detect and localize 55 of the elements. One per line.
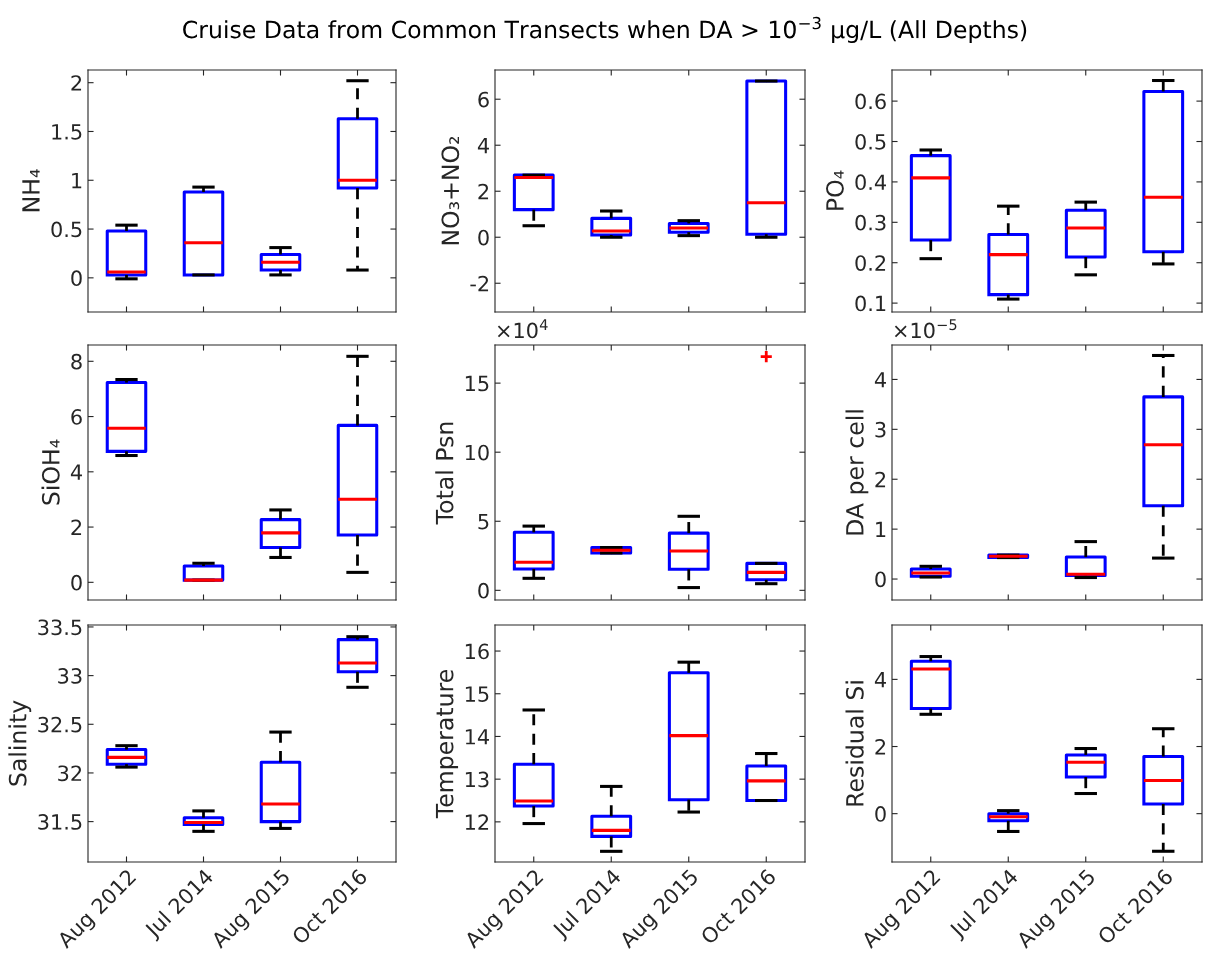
y-tick-label: 2 (875, 471, 886, 488)
y-tick-label: 4 (477, 137, 489, 154)
y-tick-label: 2 (478, 183, 489, 200)
y-axis-title: Temperature (435, 669, 459, 819)
y-axis-title: Residual Si (845, 681, 864, 806)
y-tick-label: 13 (465, 771, 489, 788)
y-tick-label: 1 (876, 521, 886, 538)
y-tick-label: 32.5 (38, 716, 82, 733)
y-tick-label: 16 (465, 643, 489, 660)
y-axis-title: NH₄ (22, 169, 40, 212)
y-tick-label: 2 (875, 738, 886, 755)
y-tick-label: 0.3 (855, 214, 886, 231)
y-tick-label: 5 (478, 513, 489, 530)
y-tick-label: 8 (71, 353, 82, 370)
y-tick-label: 0.5 (855, 133, 886, 150)
y-tick-label: 0 (71, 270, 82, 287)
y-tick-label: 6 (478, 91, 489, 108)
y-tick-label: 0 (478, 229, 489, 246)
text: ×10$^{4}$ (497, 319, 548, 339)
y-tick-label: 10 (465, 444, 489, 461)
text: ×10$^{−5}$ (894, 319, 957, 339)
y-tick-label: 2 (71, 75, 82, 91)
y-axis-title: SiOH₄ (41, 439, 60, 505)
y-tick-label: 33 (58, 668, 82, 684)
y-tick-label: 0 (478, 582, 489, 599)
y-tick-label: 4 (874, 672, 886, 688)
y-tick-label: 0.6 (855, 93, 886, 110)
y-tick-label: 0.4 (855, 174, 886, 191)
text: Cruise Data from Common Transects when DA > 10$^{−3}$ μg/L (All Depths) (183, 16, 1027, 43)
y-axis-title: Total Psn (435, 422, 454, 525)
y-tick-label: 14 (465, 729, 489, 745)
y-tick-label: 0 (875, 806, 886, 822)
y-tick-label: 33.5 (38, 619, 82, 636)
y-tick-label: 12 (465, 814, 489, 830)
y-tick-label: 15 (465, 375, 489, 392)
y-axis-title: Salinity (8, 700, 32, 786)
y-axis-title: PO₄ (826, 170, 844, 210)
y-tick-label: 0 (875, 571, 886, 588)
y-tick-label: 1 (72, 172, 82, 189)
y-tick-label: 4 (70, 464, 82, 480)
y-tick-label: 2 (71, 519, 82, 535)
y-tick-label: 32 (58, 765, 82, 782)
y-tick-label: 0.2 (855, 255, 886, 271)
y-axis-title: DA per cell (845, 410, 869, 535)
y-tick-label: 4 (874, 372, 886, 388)
y-tick-label: 0.1 (855, 295, 886, 312)
y-axis-title: NO₃+NO₂ (441, 136, 460, 245)
y-tick-label: -2 (470, 275, 489, 292)
y-tick-label: 15 (465, 686, 489, 702)
y-tick-label: 3 (875, 421, 886, 438)
y-tick-label: 6 (71, 409, 82, 425)
y-tick-label: 0 (71, 574, 82, 591)
y-tick-label: 31.5 (38, 814, 82, 830)
y-tick-label: 0.5 (51, 221, 82, 238)
y-tick-label: 1.5 (52, 124, 82, 140)
